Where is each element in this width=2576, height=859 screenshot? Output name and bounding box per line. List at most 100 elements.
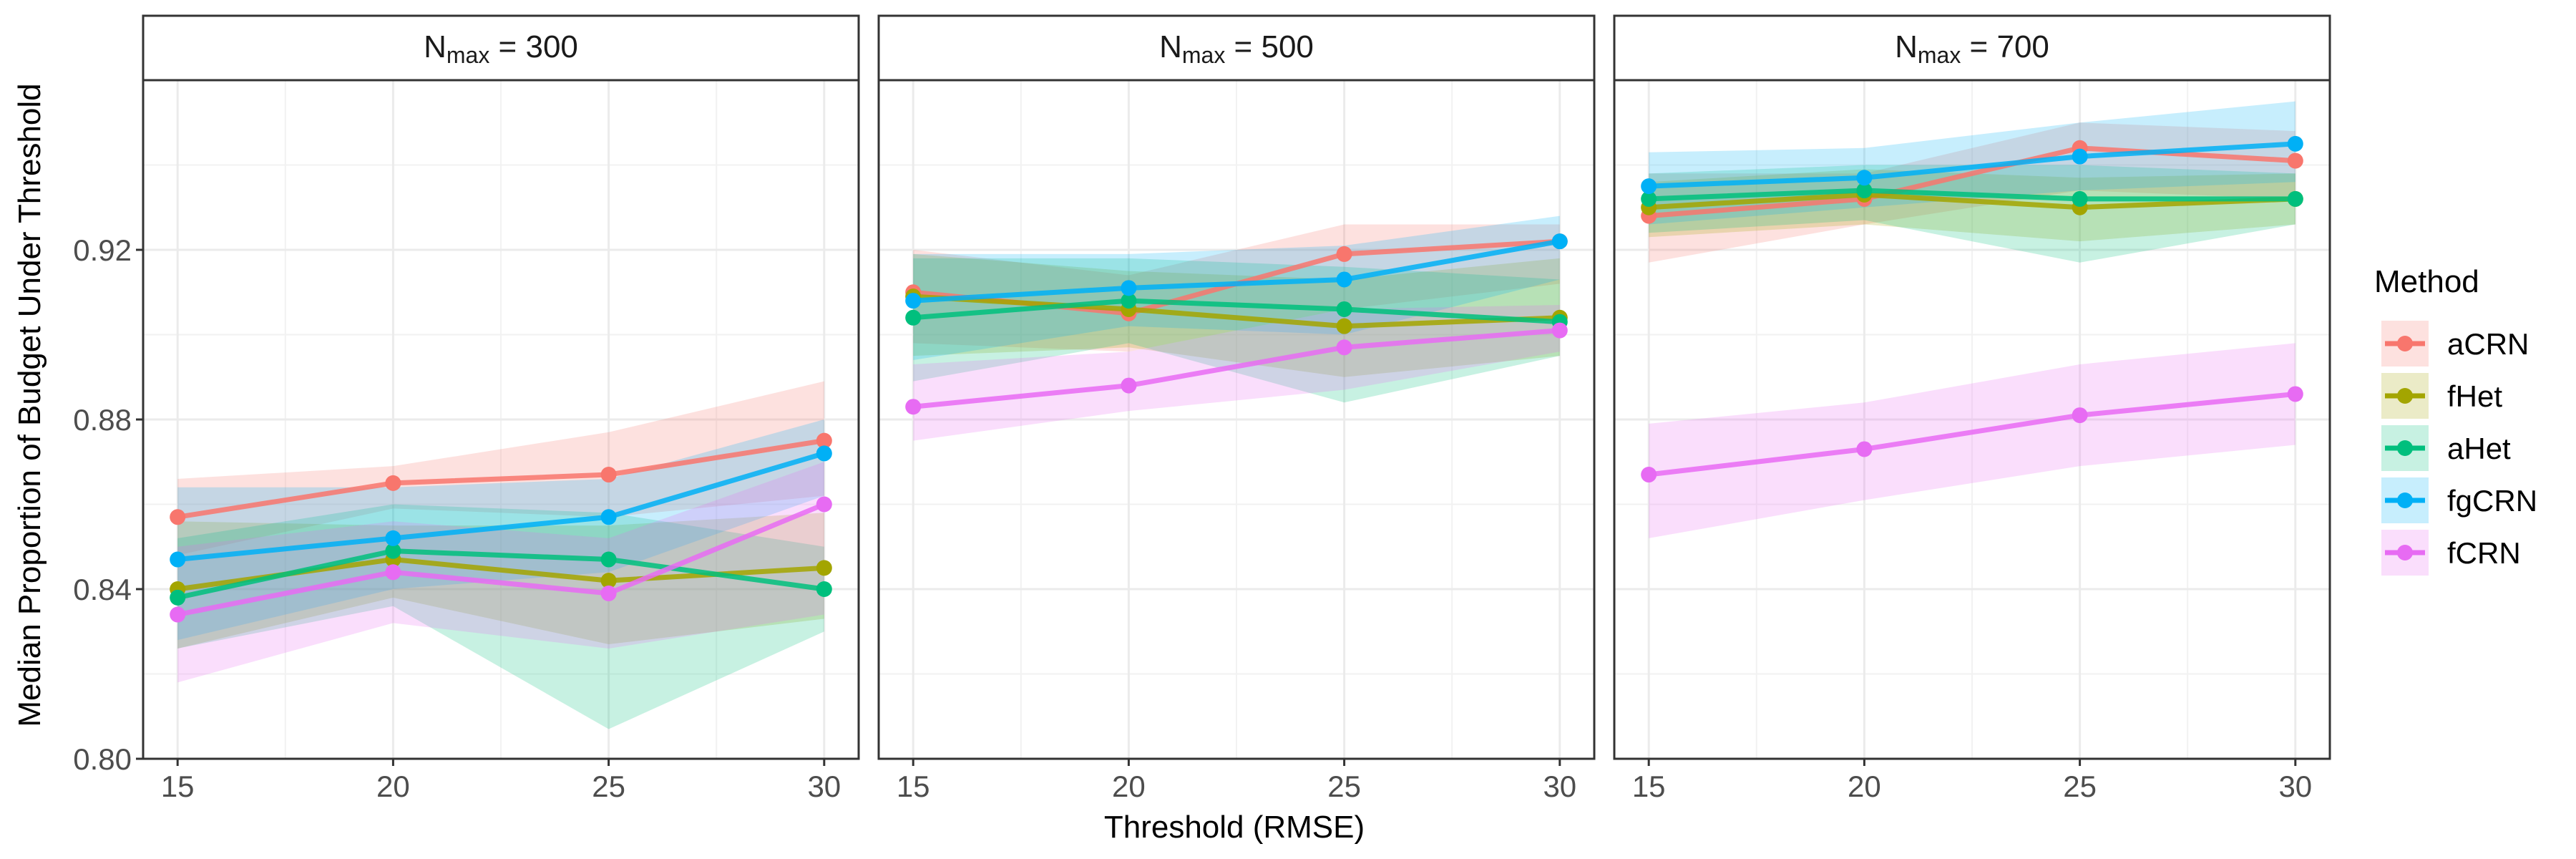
facet-strip-label-0: Nmax = 300: [424, 29, 578, 68]
legend: Method aCRN fHet aHet fgCRN fCRN: [2374, 264, 2537, 576]
data-point-aHet-panel-2: [2072, 190, 2088, 207]
x-tick-label: 20: [376, 770, 410, 803]
x-tick-label: 30: [2278, 770, 2312, 803]
strip-label-base: N: [424, 29, 447, 64]
data-point-fCRN-panel-2: [2287, 386, 2303, 402]
data-point-fgCRN-panel-1: [905, 293, 922, 309]
x-tick-label: 30: [1543, 770, 1576, 803]
x-tick-label: 25: [2063, 770, 2097, 803]
legend-key-point: [2397, 388, 2413, 404]
strip-label-value: = 500: [1225, 29, 1314, 64]
strip-label-value: = 300: [489, 29, 578, 64]
legend-label-aHet: aHet: [2447, 432, 2511, 465]
data-point-fCRN-panel-1: [905, 399, 922, 415]
panel-border-1: [877, 79, 1596, 760]
series-line-aHet-panel-1: [912, 298, 1561, 325]
series-line-fCRN-panel-0: [177, 502, 826, 617]
ribbon-fHet-panel-2: [1649, 169, 2296, 242]
data-point-fgCRN-panel-0: [600, 509, 617, 525]
y-tick-label: 0.84: [73, 573, 132, 606]
strip-label-subscript: max: [447, 42, 489, 68]
facet-strip-1: [877, 14, 1596, 82]
data-point-fCRN-panel-0: [385, 564, 401, 581]
series-line-aCRN-panel-0: [177, 438, 825, 520]
series-line-aCRN-panel-2: [1648, 145, 2296, 219]
data-point-aHet-panel-0: [170, 589, 186, 606]
data-point-fgCRN-panel-2: [1641, 178, 1657, 195]
facet-strip-0: [142, 14, 860, 82]
data-point-aCRN-panel-0: [816, 432, 832, 449]
x-tick-label: 15: [161, 770, 195, 803]
strip-label-value: = 700: [1961, 29, 2049, 64]
y-tick-label: 0.88: [73, 403, 132, 437]
data-point-aCRN-panel-1: [1336, 246, 1352, 262]
data-point-fCRN-panel-2: [1856, 441, 1873, 457]
facet-panel-0: Nmax = 300 15 20 25 30: [142, 14, 860, 803]
data-point-aHet-panel-2: [2287, 190, 2303, 207]
legend-key-point: [2397, 492, 2413, 508]
data-point-fCRN-panel-1: [1336, 339, 1352, 356]
x-tick-label: 25: [1327, 770, 1361, 803]
y-axis-title: Median Proportion of Budget Under Thresh…: [12, 83, 47, 727]
data-point-aHet-panel-0: [816, 581, 832, 597]
data-point-fgCRN-panel-0: [170, 551, 186, 568]
ribbon-fCRN-panel-2: [1649, 343, 2296, 538]
data-point-fgCRN-panel-1: [1336, 271, 1352, 288]
data-point-aHet-panel-1: [1121, 293, 1137, 309]
x-tick-label: 20: [1112, 770, 1146, 803]
x-tick-label: 20: [1848, 770, 1881, 803]
data-point-aCRN-panel-0: [385, 475, 401, 491]
legend-key-point: [2397, 545, 2413, 560]
data-point-fHet-panel-0: [816, 560, 832, 576]
series-line-aHet-panel-0: [177, 548, 825, 601]
strip-label-subscript: max: [1918, 42, 1961, 68]
series-line-fgCRN-panel-2: [1649, 141, 2296, 189]
data-point-fgCRN-panel-1: [1551, 233, 1568, 250]
data-point-fgCRN-panel-2: [2072, 148, 2088, 165]
facet-strip-label-2: Nmax = 700: [1895, 29, 2049, 68]
facet-panel-1: Nmax = 500 15 20 25 30: [877, 14, 1596, 803]
data-point-fgCRN-panel-2: [2287, 135, 2303, 152]
x-tick-label: 25: [592, 770, 625, 803]
series-line-fHet-panel-2: [1648, 192, 2296, 210]
data-point-fCRN-panel-1: [1551, 322, 1568, 339]
strip-label-base: N: [1159, 29, 1182, 64]
strip-label-base: N: [1895, 29, 1918, 64]
data-point-aCRN-panel-0: [600, 467, 617, 483]
series-line-fCRN-panel-2: [1648, 391, 2296, 477]
data-point-fCRN-panel-0: [170, 606, 186, 623]
data-point-aHet-panel-2: [1641, 190, 1657, 207]
legend-label-fgCRN: fgCRN: [2447, 484, 2537, 518]
data-point-fHet-panel-0: [600, 573, 617, 589]
x-tick-label: 15: [1632, 770, 1666, 803]
facet-panel-2: Nmax = 700 15 20 25 30: [1613, 14, 2331, 803]
data-point-fgCRN-panel-0: [385, 530, 401, 546]
data-point-fHet-panel-1: [1336, 318, 1352, 334]
ribbon-aHet-panel-1: [913, 258, 1560, 403]
strip-label-subscript: max: [1182, 42, 1225, 68]
ribbon-aCRN-panel-1: [913, 224, 1560, 352]
data-point-fCRN-panel-2: [1641, 467, 1657, 483]
y-axis: 0.80 0.84 0.88 0.92: [73, 233, 143, 776]
ribbon-aHet-panel-2: [1649, 165, 2296, 263]
data-point-fgCRN-panel-2: [1856, 170, 1873, 186]
data-point-aCRN-panel-2: [2287, 152, 2303, 169]
data-point-fCRN-panel-2: [2072, 407, 2088, 424]
legend-label-fHet: fHet: [2447, 379, 2502, 413]
series-line-aHet-panel-2: [1649, 188, 2296, 202]
y-tick-label: 0.92: [73, 233, 132, 267]
legend-label-aCRN: aCRN: [2447, 327, 2529, 361]
data-point-aHet-panel-0: [385, 543, 401, 559]
data-point-aCRN-panel-0: [170, 509, 186, 525]
data-point-aHet-panel-1: [905, 309, 922, 326]
series-line-fCRN-panel-1: [912, 328, 1561, 409]
panel-border-2: [1613, 79, 2331, 760]
series-line-fgCRN-panel-1: [912, 238, 1561, 304]
x-tick-label: 30: [807, 770, 841, 803]
series-line-fHet-panel-1: [912, 293, 1560, 329]
data-point-aHet-panel-1: [1336, 301, 1352, 317]
data-point-aHet-panel-0: [600, 551, 617, 568]
ribbon-fCRN-panel-1: [913, 305, 1560, 441]
legend-key-point: [2397, 336, 2413, 351]
